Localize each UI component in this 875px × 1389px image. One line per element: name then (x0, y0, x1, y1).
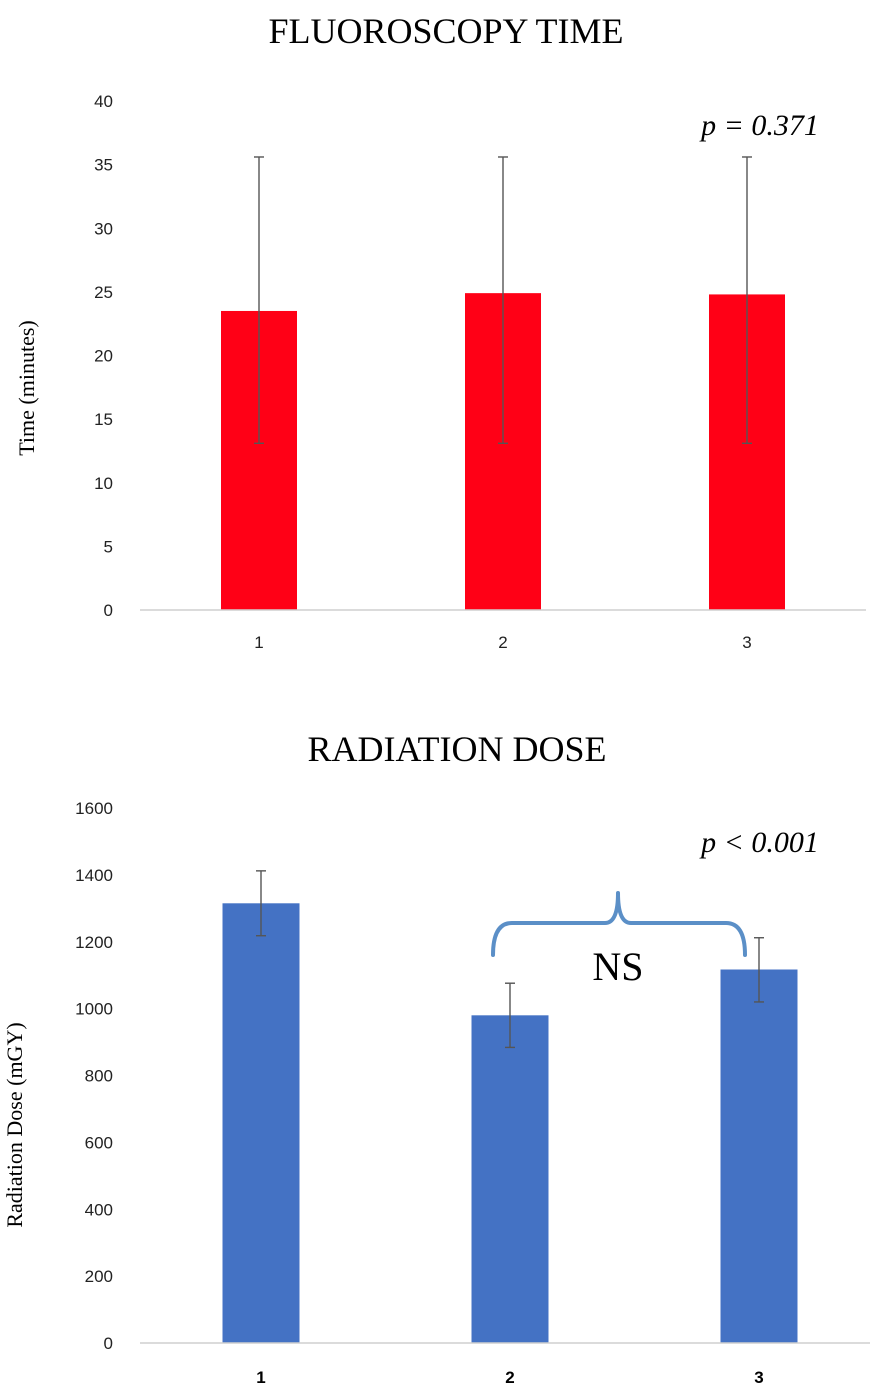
chart-radiation: RADIATION DOSE Radiation Dose (mGY) 0 200… (2, 729, 870, 1387)
chart-fluoroscopy: FLUOROSCOPY TIME Time (minutes) 05101520… (14, 11, 866, 652)
ns-bracket (491, 891, 747, 957)
x-tick-labels: 1 2 3 (256, 1368, 763, 1387)
y-tick-label: 15 (94, 410, 113, 429)
error-bar-2 (498, 156, 508, 445)
y-tick-label: 30 (94, 219, 113, 238)
p-value-annotation: p < 0.001 (699, 826, 819, 859)
y-tick-label: 1600 (75, 799, 113, 818)
y-axis-label: Radiation Dose (mGY) (2, 1022, 27, 1227)
error-bar-2 (505, 982, 515, 1049)
y-tick-label: 0 (104, 601, 113, 620)
bar-3 (720, 969, 798, 1343)
y-tick-label: 0 (104, 1334, 113, 1353)
y-tick-label: 400 (85, 1200, 113, 1219)
y-tick-label: 10 (94, 474, 113, 493)
x-tick-label: 1 (254, 633, 263, 652)
p-value-annotation: p = 0.371 (699, 109, 819, 142)
error-bar-1 (256, 870, 266, 937)
x-tick-label: 2 (505, 1368, 514, 1387)
error-bar-3 (754, 937, 764, 1003)
error-bars (254, 156, 752, 445)
y-tick-label: 1000 (75, 1000, 113, 1019)
y-tick-label: 200 (85, 1267, 113, 1286)
x-tick-label: 3 (754, 1368, 763, 1387)
y-tick-label: 40 (94, 92, 113, 111)
y-tick-label: 800 (85, 1067, 113, 1086)
y-tick-label: 25 (94, 283, 113, 302)
y-tick-labels: 0 5 10 15 20 25 30 35 40 (94, 92, 113, 620)
y-tick-label: 20 (94, 347, 113, 366)
bar-1 (222, 903, 300, 1343)
y-tick-label: 5 (104, 537, 113, 556)
y-axis-label: Time (minutes) (14, 320, 39, 455)
chart-title: FLUOROSCOPY TIME (268, 11, 623, 51)
y-tick-labels: 0 200 400 600 800 1000 1200 1400 1600 (75, 799, 113, 1353)
error-bars (256, 870, 764, 1049)
error-bar-3 (742, 156, 752, 445)
y-tick-label: 1400 (75, 866, 113, 885)
x-tick-label: 3 (742, 633, 751, 652)
y-tick-label: 35 (94, 156, 113, 175)
y-tick-label: 1200 (75, 933, 113, 952)
ns-bracket-label: NS (592, 944, 643, 989)
x-tick-label: 1 (256, 1368, 265, 1387)
y-tick-label: 600 (85, 1133, 113, 1152)
x-tick-label: 2 (498, 633, 507, 652)
bars (222, 903, 798, 1343)
x-tick-labels: 1 2 3 (254, 633, 751, 652)
bar-2 (471, 1015, 549, 1343)
error-bar-1 (254, 156, 264, 445)
chart-title: RADIATION DOSE (308, 729, 607, 769)
